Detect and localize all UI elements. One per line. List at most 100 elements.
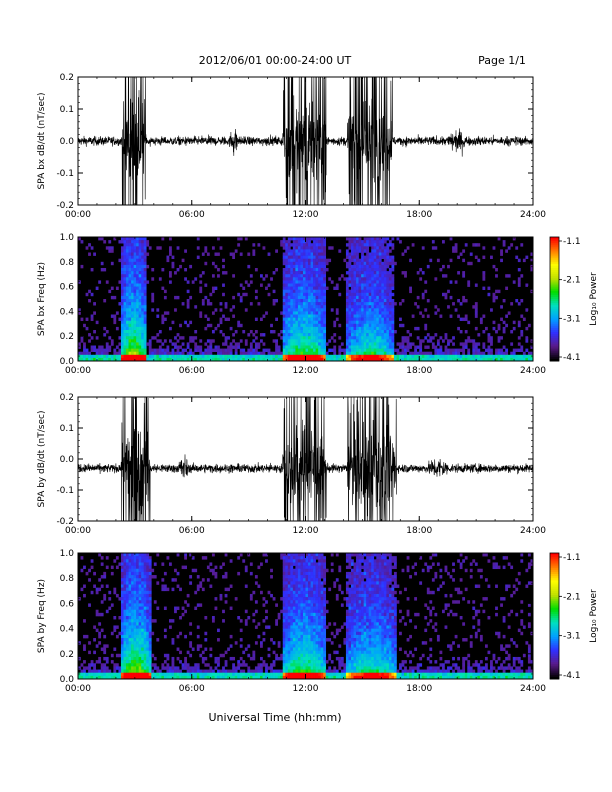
spectrogram-cell <box>95 286 99 290</box>
spectrogram-cell <box>388 308 392 312</box>
spectrogram-cell <box>300 653 304 658</box>
spectrogram-cell <box>123 562 127 566</box>
spectrogram-cell <box>126 264 129 269</box>
spectrogram-cell <box>351 268 354 272</box>
spectrogram-cell <box>181 351 185 356</box>
spectrogram-cell <box>143 317 147 321</box>
spectrogram-cell <box>376 258 380 263</box>
spectrogram-cell <box>507 274 511 278</box>
spectrogram-cell <box>302 302 306 306</box>
spectrogram-cell <box>487 354 491 359</box>
spectrogram-cell <box>381 333 385 337</box>
spectrogram-cell <box>290 663 294 667</box>
spectrogram-cell <box>366 240 369 244</box>
spectrogram-cell <box>141 587 145 592</box>
spectrogram-cell <box>133 587 137 592</box>
spectrogram-cell <box>320 243 324 247</box>
spectrogram-cell <box>378 351 382 356</box>
spectrogram-cell <box>287 644 291 648</box>
spectrogram-cell <box>285 656 289 661</box>
spectrogram-cell <box>366 314 369 318</box>
spectrogram-cell <box>295 638 299 642</box>
spectrogram-cell <box>136 612 139 617</box>
spectrogram-cell <box>131 553 134 557</box>
spectrogram-cell <box>353 357 357 362</box>
spectrogram-cell <box>131 268 134 272</box>
spectrogram-cell <box>141 625 145 629</box>
spectrogram-cell <box>287 625 291 629</box>
spectrogram-cell <box>302 609 306 614</box>
spectrogram-cell <box>199 280 203 284</box>
spectrogram-cell <box>206 565 210 570</box>
spectrogram-cell <box>338 357 342 362</box>
spectrogram-cell <box>315 314 319 318</box>
spectrogram-cell <box>297 553 301 557</box>
spectrogram-cell <box>249 675 253 680</box>
spectrogram-cell <box>368 333 372 337</box>
spectrogram-cell <box>206 252 210 256</box>
spectrogram-cell <box>98 634 102 639</box>
spectrogram-cell <box>302 663 306 667</box>
spectrogram-cell <box>169 666 172 670</box>
spectrogram-cell <box>376 345 380 349</box>
spectrogram-cell <box>201 271 205 275</box>
spectrogram-cell <box>163 628 167 633</box>
spectrogram-cell <box>239 663 243 667</box>
spectrogram-cell <box>244 357 248 362</box>
spectrogram-cell <box>282 252 286 256</box>
spectrogram-cell <box>136 590 139 595</box>
spectrogram-cell <box>232 339 236 343</box>
spectrogram-cell <box>308 647 311 651</box>
spectrogram-cell <box>166 653 170 658</box>
spectrogram-cell <box>282 638 286 642</box>
spectrogram-cell <box>199 286 203 290</box>
spectrogram-cell <box>411 357 415 362</box>
spectrogram-cell <box>371 286 375 290</box>
spectrogram-cell <box>186 663 190 667</box>
spectrogram-cell <box>308 246 311 250</box>
spectrogram-cell <box>323 243 327 247</box>
spectrogram-cell <box>292 289 296 294</box>
spectrogram-cell <box>373 314 377 318</box>
spectrogram-cell <box>232 656 236 661</box>
spectrogram-cell <box>300 628 304 633</box>
spectrogram-cell <box>399 240 402 244</box>
spectrogram-cell <box>123 302 127 306</box>
spectrogram-cell <box>482 277 486 281</box>
spectrogram-cell <box>310 568 314 573</box>
spectrogram-cell <box>295 268 299 272</box>
spectrogram-cell <box>88 672 91 677</box>
spectrogram-cell <box>356 351 359 356</box>
spectrogram-cell <box>239 283 243 287</box>
spectrogram-cell <box>222 271 225 275</box>
spectrogram-cell <box>490 357 493 362</box>
spectrogram-cell <box>158 330 162 334</box>
spectrogram-cell <box>146 616 150 620</box>
spectrogram-cell <box>310 634 314 639</box>
spectrogram-cell <box>186 650 190 655</box>
spectrogram-cell <box>482 357 486 362</box>
spectrogram-cell <box>282 339 286 343</box>
spectrogram-cell <box>371 289 375 294</box>
spectrogram-cell <box>502 243 506 247</box>
spectrogram-cell <box>419 351 423 356</box>
spectrogram-cell <box>181 612 185 617</box>
spectrogram-cell <box>252 357 256 362</box>
spectrogram-cell <box>128 295 132 300</box>
spectrogram-cell <box>287 612 291 617</box>
spectrogram-cell <box>287 616 291 620</box>
spectrogram-cell <box>414 326 418 331</box>
spectrogram-cell <box>131 240 134 244</box>
spectrogram-cell <box>305 308 309 312</box>
spectrogram-cell <box>381 295 385 300</box>
spectrogram-cell <box>348 277 352 281</box>
spectrogram-cell <box>368 271 372 275</box>
spectrogram-cell <box>128 255 132 259</box>
spectrogram-cell <box>292 339 296 343</box>
spectrogram-cell <box>305 249 309 253</box>
spectrogram-cell <box>345 342 349 346</box>
spectrogram-cell <box>131 663 134 667</box>
spectrogram-cell <box>123 578 127 582</box>
spectrogram-cell <box>383 268 387 272</box>
spectrogram-cell <box>285 336 289 340</box>
